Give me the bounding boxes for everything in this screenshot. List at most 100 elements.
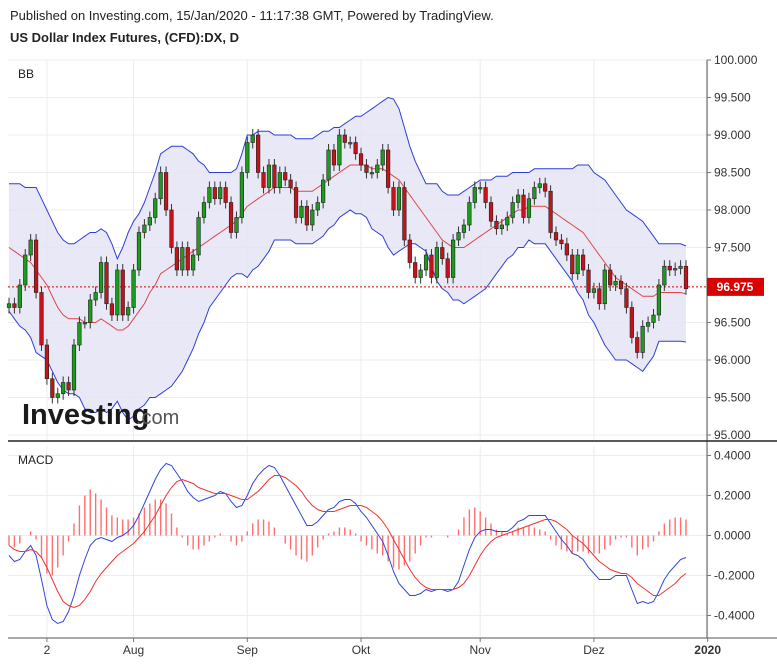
candle-down	[586, 269, 591, 293]
candle	[50, 372, 55, 404]
candle-down	[288, 179, 293, 188]
candle	[543, 177, 548, 198]
candle-down	[402, 187, 407, 241]
time-tick-label: Sep	[237, 643, 259, 657]
candle-down	[185, 247, 190, 271]
logo-suffix: .com	[136, 407, 179, 429]
candle	[228, 196, 234, 239]
candle-up	[234, 217, 239, 233]
candle	[380, 144, 385, 171]
candle	[467, 196, 472, 231]
candle	[461, 219, 467, 239]
candle-up	[23, 254, 28, 286]
candle	[82, 316, 87, 329]
candle-down	[445, 258, 450, 278]
candle-up	[180, 247, 185, 271]
candle-up	[434, 247, 439, 278]
candle-up	[456, 232, 461, 241]
candle	[413, 256, 418, 284]
candle-down	[548, 190, 553, 233]
candle-down	[293, 187, 299, 218]
signal-line	[8, 475, 687, 609]
candle	[239, 166, 244, 224]
candle	[120, 264, 125, 321]
candle-up	[467, 202, 472, 226]
candle	[678, 260, 683, 275]
candle-down	[353, 142, 358, 155]
bb-panel-label: BB	[18, 67, 34, 81]
candle-down	[494, 220, 499, 230]
candle	[402, 181, 407, 246]
candle-down	[169, 209, 174, 248]
candle	[548, 185, 553, 239]
candle-up	[602, 269, 607, 305]
candle-up	[478, 187, 483, 190]
candle-down	[39, 292, 44, 346]
candle	[423, 249, 429, 276]
candle	[348, 136, 353, 149]
candle-up	[218, 187, 223, 200]
candle-up	[451, 239, 456, 278]
candle-up	[505, 217, 510, 226]
candle-down	[488, 202, 494, 222]
candle	[451, 234, 456, 284]
candle	[218, 181, 223, 205]
candle-up	[142, 224, 147, 233]
last-price-tag-bg	[707, 277, 764, 296]
candle-up	[315, 202, 320, 211]
candle	[640, 320, 645, 359]
candle-down	[174, 247, 179, 271]
candle-down	[342, 134, 347, 143]
candle	[635, 331, 640, 359]
candle	[656, 279, 662, 321]
candle-down	[109, 303, 115, 316]
candle	[126, 301, 131, 321]
candle-up	[55, 393, 60, 398]
bb-lower-line	[8, 209, 687, 421]
macd-panel	[8, 462, 687, 625]
candle	[93, 286, 98, 306]
candle	[418, 264, 423, 284]
candle	[602, 264, 607, 310]
candle-up	[613, 280, 618, 286]
candle-down	[33, 239, 39, 293]
candle-down	[580, 254, 586, 271]
candle	[472, 181, 477, 209]
candle-up	[71, 344, 77, 391]
macd-tick-label: 0.0000	[714, 529, 751, 543]
candle-down	[212, 187, 217, 200]
candle	[570, 249, 575, 280]
price-tick-label: 99.000	[714, 128, 751, 142]
candle-down	[629, 307, 634, 338]
candle	[326, 144, 331, 186]
candle-up	[348, 142, 353, 145]
last-price-value: 96.975	[717, 280, 754, 294]
candle	[55, 387, 60, 404]
candle	[245, 136, 250, 179]
candle-up	[131, 269, 136, 308]
candle	[358, 147, 364, 171]
candle	[337, 129, 342, 171]
candle	[196, 211, 201, 261]
candle	[499, 219, 504, 235]
candle	[553, 226, 559, 246]
candle	[364, 159, 369, 179]
candle	[207, 181, 212, 209]
candle-down	[331, 149, 337, 166]
candle-up	[326, 149, 331, 181]
candle	[201, 196, 207, 224]
candle	[429, 249, 434, 284]
candle	[23, 249, 28, 291]
macd-line	[8, 462, 687, 625]
candle-up	[207, 187, 212, 203]
candle	[261, 166, 266, 194]
time-axis: 2 Aug Sep Okt Nov Dez 2020	[44, 638, 721, 657]
candle	[488, 196, 494, 228]
candle	[440, 241, 445, 265]
candle	[283, 166, 288, 186]
candle	[33, 234, 39, 299]
time-tick-label: Nov	[470, 643, 491, 657]
candle	[293, 181, 299, 224]
candle	[174, 241, 179, 276]
candle	[321, 174, 326, 209]
